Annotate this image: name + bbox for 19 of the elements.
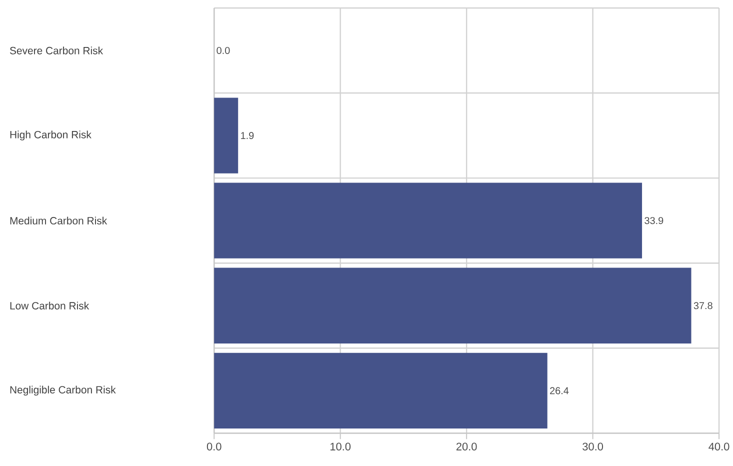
x-tick-label: 10.0 (330, 442, 351, 450)
x-tick-label: 40.0 (708, 442, 730, 450)
y-tick-label: Low Carbon Risk (10, 302, 90, 310)
y-tick-label: Severe Carbon Risk (10, 46, 104, 54)
data-label: 33.9 (644, 217, 664, 224)
bar (214, 98, 238, 174)
bar (214, 268, 692, 344)
y-tick-label: Medium Carbon Risk (10, 216, 108, 224)
y-tick-label: Negligible Carbon Risk (10, 386, 116, 396)
data-label: 1.9 (241, 132, 254, 140)
x-tick-label: 30.0 (582, 442, 604, 450)
bar (214, 182, 642, 258)
data-label: 37.8 (694, 302, 712, 310)
y-tick-label: High Carbon Risk (10, 130, 92, 140)
x-tick-label: 0.0 (206, 442, 222, 450)
x-tick-label: 20.0 (456, 442, 477, 450)
bar (214, 352, 548, 428)
data-label: 26.4 (550, 387, 569, 394)
data-label: 0.0 (216, 46, 230, 54)
